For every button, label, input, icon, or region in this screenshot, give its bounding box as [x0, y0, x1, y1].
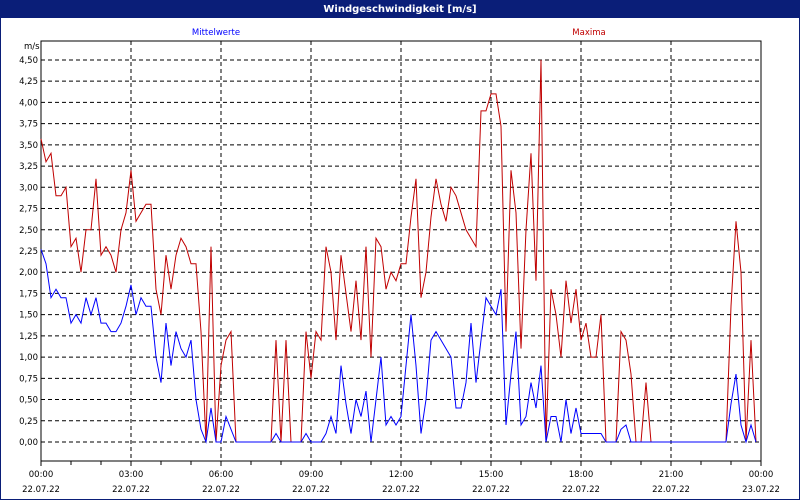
- legend-maxima: Maxima: [572, 28, 605, 38]
- y-tick-label: 3,00: [19, 183, 38, 193]
- x-tick-time: 06:00: [209, 470, 234, 480]
- x-tick-time: 12:00: [389, 470, 414, 480]
- x-tick-time: 09:00: [299, 470, 324, 480]
- y-tick-label: 1,00: [19, 353, 38, 363]
- x-tick-time: 00:00: [749, 470, 774, 480]
- y-tick-label: 2,75: [19, 205, 38, 215]
- y-tick-label: 2,00: [19, 268, 38, 278]
- y-tick-label: 0,00: [19, 438, 38, 448]
- y-axis-unit: m/s: [24, 42, 40, 52]
- x-tick-date: 22.07.22: [382, 485, 420, 495]
- legend-mittelwerte: Mittelwerte: [192, 28, 240, 38]
- y-tick-label: 3,25: [19, 162, 38, 172]
- y-tick-label: 4,00: [19, 98, 38, 108]
- x-tick-date: 22.07.22: [292, 485, 330, 495]
- y-tick-label: 0,75: [19, 374, 38, 384]
- series-line-mittelwerte: [40, 249, 757, 444]
- x-tick-date: 22.07.22: [202, 485, 240, 495]
- x-tick-date: 23.07.22: [742, 485, 780, 495]
- y-tick-label: 0,25: [19, 417, 38, 427]
- x-tick-time: 03:00: [119, 470, 144, 480]
- window-title: Windgeschwindigkeit [m/s]: [1, 1, 799, 18]
- y-tick-label: 3,75: [19, 120, 38, 130]
- x-tick-time: 21:00: [659, 470, 684, 480]
- x-tick-time: 15:00: [479, 470, 504, 480]
- x-tick-time: 18:00: [569, 470, 594, 480]
- x-tick-date: 22.07.22: [472, 485, 510, 495]
- y-tick-label: 2,50: [19, 226, 38, 236]
- x-tick-date: 22.07.22: [112, 485, 150, 495]
- series-lines: [40, 59, 757, 444]
- y-tick-label: 2,25: [19, 247, 38, 257]
- y-tick-label: 1,25: [19, 332, 38, 342]
- x-tick-date: 22.07.22: [22, 485, 60, 495]
- y-tick-label: 4,50: [19, 56, 38, 66]
- y-tick-label: 3,50: [19, 141, 38, 151]
- x-tick-date: 22.07.22: [562, 485, 600, 495]
- y-tick-label: 4,25: [19, 77, 38, 87]
- y-tick-label: 0,50: [19, 396, 38, 406]
- x-tick-date: 22.07.22: [652, 485, 690, 495]
- axes: 0,00 0,25 0,50 0,75 1,00 1,25 1,50 1,75 2,00 2,25…: [19, 40, 780, 495]
- y-tick-label: 1,75: [19, 289, 38, 299]
- grid: [41, 41, 761, 461]
- x-tick-time: 00:00: [29, 470, 54, 480]
- y-tick-label: 1,50: [19, 311, 38, 321]
